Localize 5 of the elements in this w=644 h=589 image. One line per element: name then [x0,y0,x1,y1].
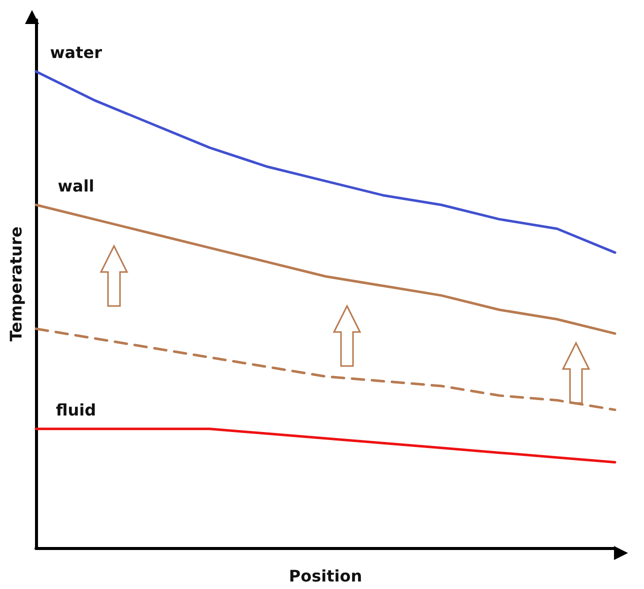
series-label: water [50,42,102,62]
y-axis-title: Temperature [6,226,26,342]
series-label: wall [58,176,94,196]
x-axis-title: Position [288,566,362,586]
series-label: fluid [56,400,96,420]
